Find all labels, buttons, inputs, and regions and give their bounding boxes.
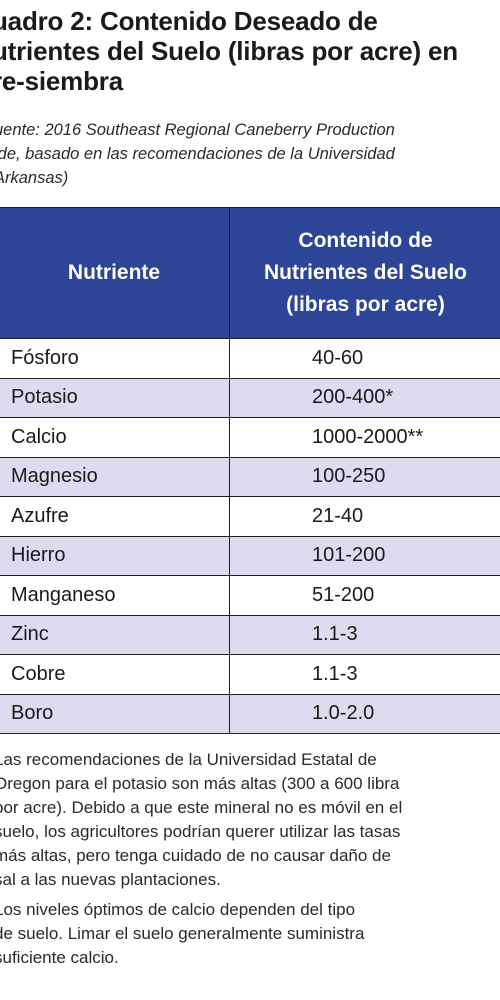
value-cell: 100-250 [229, 456, 500, 497]
value-cell: 1000-2000** [229, 417, 500, 458]
value-cell: 40-60 [229, 338, 500, 379]
table-row: Calcio 1000-2000** [0, 417, 500, 458]
footnote-potassium: Las recomendaciones de la Universidad Es… [0, 750, 403, 889]
nutrient-cell: Calcio [0, 417, 230, 458]
table-row: Potasio 200-400* [0, 377, 500, 418]
value-cell: 51-200 [229, 575, 500, 616]
table-row: Zinc 1.1-3 [0, 614, 500, 655]
nutrient-cell: Magnesio [0, 456, 230, 497]
table-header-row: Nutriente Contenido de Nutrientes del Su… [0, 207, 500, 339]
value-cell: 1.0-2.0 [229, 693, 500, 734]
value-cell: 21-40 [229, 496, 500, 537]
table-source-note: uente: 2016 Southeast Regional Caneberry… [0, 121, 395, 187]
table-row: Boro 1.0-2.0 [0, 693, 500, 734]
table-row: Hierro 101-200 [0, 535, 500, 576]
nutrient-cell: Azufre [0, 496, 230, 537]
value-cell: 101-200 [229, 535, 500, 576]
footnotes: Las recomendaciones de la Universidad Es… [0, 748, 500, 976]
nutrient-cell: Cobre [0, 654, 230, 695]
nutrient-cell: Potasio [0, 377, 230, 418]
nutrient-table: Nutriente Contenido de Nutrientes del Su… [0, 207, 500, 734]
table-row: Magnesio 100-250 [0, 456, 500, 497]
table-row: Cobre 1.1-3 [0, 654, 500, 695]
table-title: uadro 2: Contenido Deseado de utrientes … [0, 6, 458, 96]
footnote-calcium: Los niveles óptimos de calcio dependen d… [0, 900, 365, 967]
nutrient-cell: Hierro [0, 535, 230, 576]
table-row: Manganeso 51-200 [0, 575, 500, 616]
value-cell: 1.1-3 [229, 654, 500, 695]
nutrient-cell: Fósforo [0, 338, 230, 379]
column-header-content: Contenido de Nutrientes del Suelo (libra… [229, 207, 500, 339]
value-cell: 200-400* [229, 377, 500, 418]
table-row: Fósforo 40-60 [0, 338, 500, 379]
column-header-nutrient: Nutriente [0, 207, 230, 339]
table-row: Azufre 21-40 [0, 496, 500, 537]
nutrient-cell: Boro [0, 693, 230, 734]
nutrient-cell: Zinc [0, 614, 230, 655]
value-cell: 1.1-3 [229, 614, 500, 655]
nutrient-cell: Manganeso [0, 575, 230, 616]
